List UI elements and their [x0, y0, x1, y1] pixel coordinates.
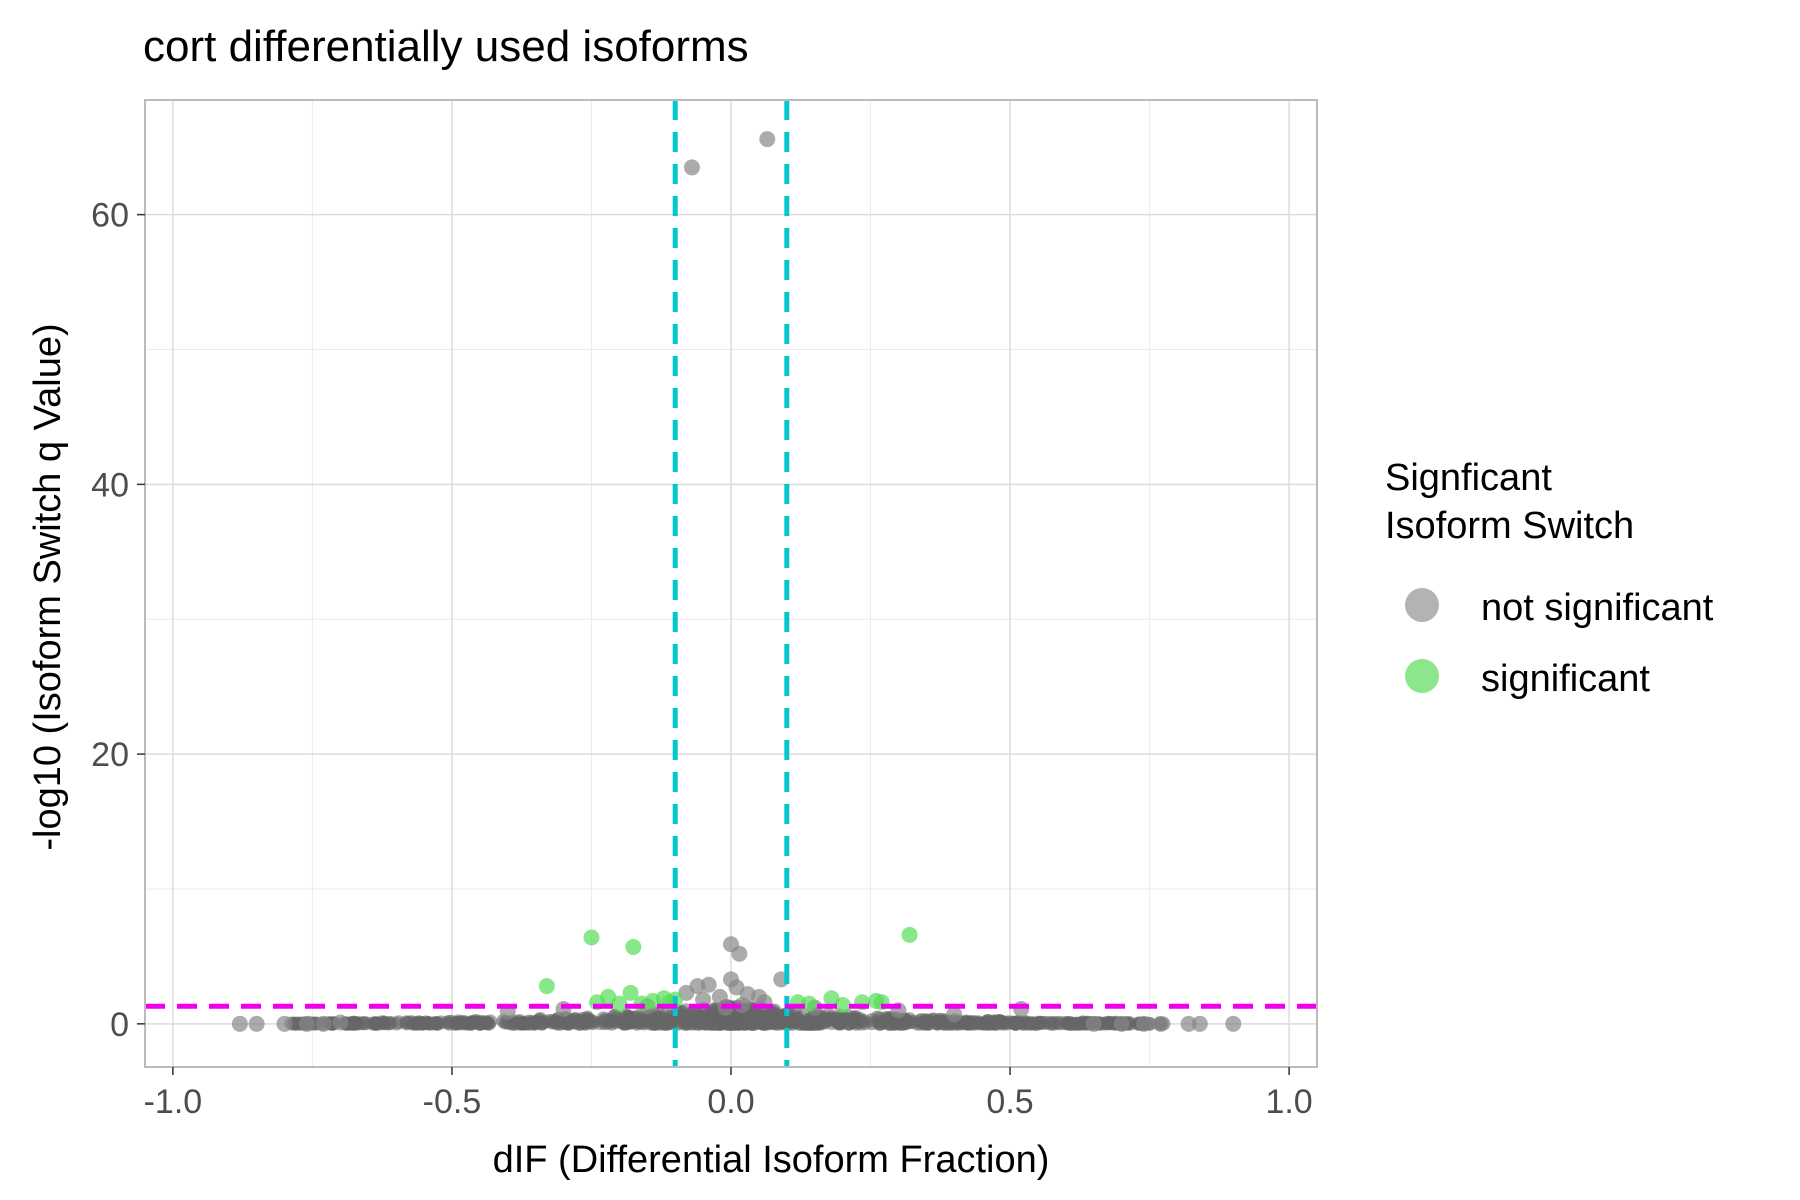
data-point-not-significant	[684, 1012, 699, 1027]
data-point-not-significant	[555, 1001, 572, 1018]
x-tick-label: 0.0	[707, 1083, 754, 1121]
data-point-not-significant	[512, 1016, 527, 1031]
data-point-not-significant	[695, 991, 712, 1008]
data-point-not-significant	[298, 1015, 315, 1032]
data-point-not-significant	[731, 945, 748, 962]
y-tick-label: 60	[91, 197, 129, 235]
data-point-not-significant	[1013, 1001, 1030, 1018]
legend-title-line-2: Isoform Switch	[1385, 505, 1634, 547]
data-point-not-significant	[550, 1016, 565, 1031]
data-point-not-significant	[1008, 1015, 1023, 1030]
data-point-not-significant	[910, 1016, 925, 1031]
data-point-not-significant	[315, 1015, 332, 1032]
data-point-not-significant	[276, 1015, 293, 1032]
chart-title: cort differentially used isoforms	[143, 22, 749, 71]
data-point-not-significant	[1029, 1016, 1044, 1031]
x-tick-label: -1.0	[144, 1083, 203, 1121]
data-point-not-significant	[628, 1011, 643, 1026]
data-point-not-significant	[1085, 1015, 1102, 1032]
data-point-not-significant	[879, 1010, 894, 1025]
data-point-not-significant	[440, 1015, 455, 1030]
data-point-not-significant	[818, 1013, 833, 1028]
data-point-not-significant	[920, 1016, 935, 1031]
data-point-not-significant	[700, 976, 717, 993]
data-point-not-significant	[368, 1016, 383, 1031]
data-point-significant	[901, 926, 918, 943]
data-point-not-significant	[865, 1016, 880, 1031]
data-point-significant	[834, 996, 851, 1013]
data-point-not-significant	[535, 1016, 550, 1031]
data-point-not-significant	[980, 1014, 995, 1029]
y-tick-label: 40	[91, 466, 129, 504]
data-point-not-significant	[1191, 1015, 1208, 1032]
data-point-significant	[801, 995, 818, 1012]
data-point-significant	[633, 995, 650, 1012]
legend-label-significant: significant	[1481, 658, 1650, 700]
y-tick-label: 20	[91, 736, 129, 774]
data-point-significant	[622, 984, 639, 1001]
data-point-not-significant	[1018, 1015, 1033, 1030]
data-point-not-significant	[581, 1015, 596, 1030]
x-tick-label: 0.5	[986, 1083, 1033, 1121]
data-point-not-significant	[389, 1016, 404, 1031]
data-point-not-significant	[483, 1014, 498, 1029]
data-point-not-significant	[695, 1010, 710, 1025]
data-point-not-significant	[344, 1016, 359, 1031]
data-point-significant	[538, 978, 555, 995]
data-point-not-significant	[1180, 1015, 1197, 1032]
data-point-not-significant	[797, 1016, 812, 1031]
data-point-not-significant	[759, 131, 776, 148]
legend-label-not-significant: not significant	[1481, 587, 1714, 629]
data-point-not-significant	[1135, 1015, 1152, 1032]
legend-title-line-1: Signficant	[1385, 457, 1552, 499]
data-point-not-significant	[472, 1016, 487, 1031]
data-point-not-significant	[454, 1015, 469, 1030]
data-point-not-significant	[946, 1006, 963, 1023]
data-point-not-significant	[736, 1016, 751, 1031]
data-point-not-significant	[332, 1014, 349, 1031]
y-axis-label: -log10 (Isoform Switch q Value)	[27, 323, 69, 850]
data-point-not-significant	[842, 1016, 857, 1031]
data-point-not-significant	[428, 1016, 443, 1031]
data-point-not-significant	[231, 1015, 248, 1032]
data-point-not-significant	[934, 1013, 949, 1028]
data-point-not-significant	[1052, 1016, 1067, 1031]
legend-key-significant	[1405, 659, 1439, 693]
x-axis-label: dIF (Differential Isoform Fraction)	[493, 1139, 1050, 1181]
data-point-not-significant	[1152, 1015, 1169, 1032]
legend-key-not-significant	[1405, 588, 1439, 622]
data-point-not-significant	[722, 1016, 737, 1031]
x-tick-label: 1.0	[1265, 1083, 1312, 1121]
x-tick-label: -0.5	[423, 1083, 482, 1121]
legend: Signficant Isoform Switch not significan…	[1385, 457, 1714, 700]
data-point-not-significant	[1225, 1015, 1242, 1032]
data-point-significant	[611, 995, 628, 1012]
data-point-not-significant	[642, 1012, 657, 1027]
y-tick-label: 0	[110, 1006, 129, 1044]
data-point-not-significant	[1113, 1015, 1130, 1032]
data-point-not-significant	[248, 1015, 265, 1032]
data-point-not-significant	[683, 159, 700, 176]
plot-area	[144, 99, 1318, 1068]
data-point-not-significant	[563, 1015, 578, 1030]
data-point-not-significant	[734, 996, 751, 1013]
data-point-not-significant	[406, 1016, 421, 1031]
data-point-not-significant	[597, 1016, 612, 1031]
data-point-significant	[583, 929, 600, 946]
data-point-significant	[625, 938, 642, 955]
data-point-not-significant	[1063, 1016, 1078, 1031]
